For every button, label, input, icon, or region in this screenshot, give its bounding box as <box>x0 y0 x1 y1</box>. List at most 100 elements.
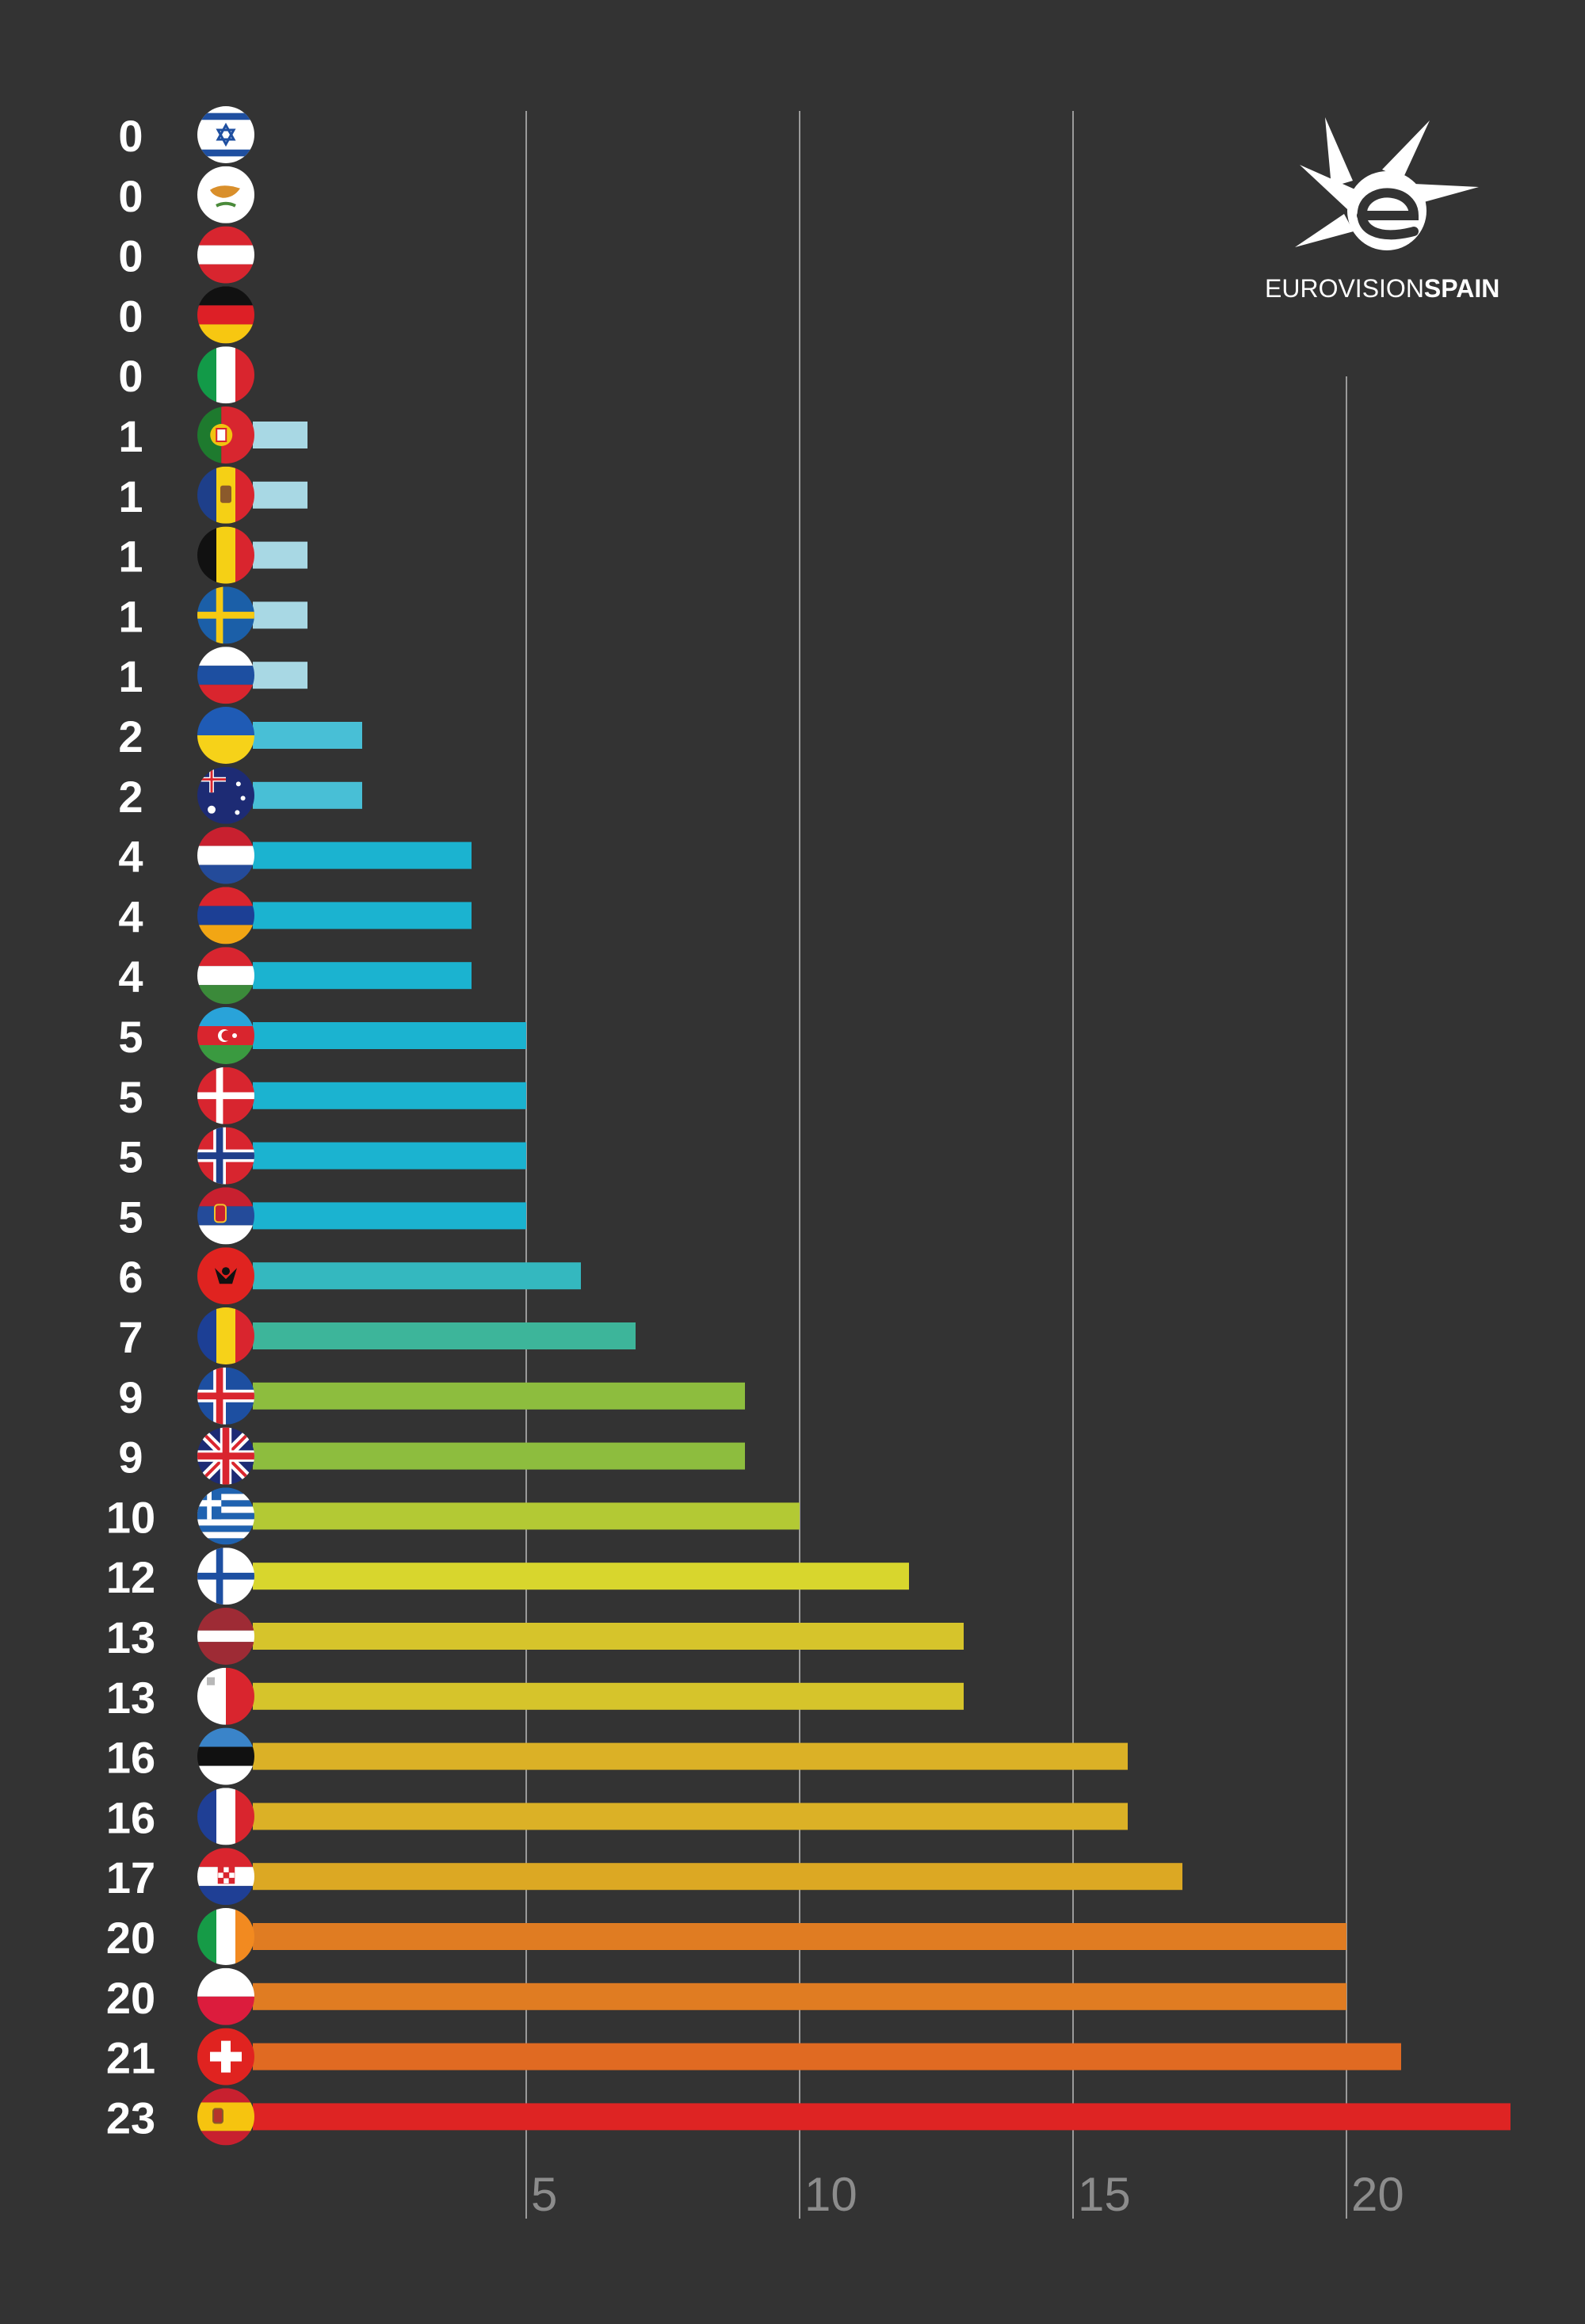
value-label-iceland: 9 <box>118 1372 143 1422</box>
austria-flag <box>197 226 254 284</box>
bar-netherlands <box>253 841 472 869</box>
iceland-flag <box>197 1367 254 1425</box>
italy-flag <box>197 346 254 404</box>
value-label-australia: 2 <box>118 772 143 822</box>
value-label-ireland: 20 <box>106 1913 155 1963</box>
value-label-greece: 10 <box>106 1492 155 1542</box>
germany-flag <box>197 286 254 344</box>
value-label-portugal: 1 <box>118 411 143 461</box>
value-label-norway: 5 <box>118 1132 143 1182</box>
finland-flag <box>197 1547 254 1605</box>
value-label-uk: 9 <box>118 1433 143 1483</box>
bar-serbia <box>253 1202 526 1230</box>
bar-malta <box>253 1682 964 1710</box>
bar-spain <box>253 2103 1511 2131</box>
value-label-denmark: 5 <box>118 1072 143 1122</box>
france-flag <box>197 1788 254 1845</box>
belgium-flag <box>197 526 254 584</box>
poland-flag <box>197 1967 254 2025</box>
serbia-flag <box>197 1187 254 1245</box>
value-label-poland: 20 <box>106 1973 155 2023</box>
bar-portugal <box>253 422 307 448</box>
value-label-ukraine: 2 <box>118 712 143 761</box>
ireland-flag <box>197 1908 254 1965</box>
value-labels: 0000011111224445555679910121313161617202… <box>106 111 155 2143</box>
bar-ukraine <box>253 722 362 749</box>
value-label-netherlands: 4 <box>118 832 143 882</box>
romania-flag <box>197 1307 254 1364</box>
cyprus-flag <box>197 166 254 223</box>
gridlines <box>525 111 1347 2219</box>
bar-france <box>253 1803 1128 1830</box>
value-label-finland: 12 <box>106 1552 155 1602</box>
value-label-azerbaijan: 5 <box>118 1012 143 1062</box>
bar-finland <box>253 1563 909 1590</box>
logo-text-part1: EUROVISION <box>1265 274 1424 303</box>
value-label-estonia: 16 <box>106 1733 155 1783</box>
greece-flag <box>197 1487 254 1545</box>
netherlands-flag <box>197 826 254 884</box>
ukraine-flag <box>197 707 254 764</box>
bar-croatia <box>253 1863 1182 1891</box>
value-label-hungary: 4 <box>118 952 143 1002</box>
value-label-armenia: 4 <box>118 891 143 941</box>
latvia-flag <box>197 1608 254 1665</box>
bar-azerbaijan <box>253 1022 526 1049</box>
bar-estonia <box>253 1742 1128 1770</box>
bar-albania <box>253 1262 581 1290</box>
x-tick-label-20: 20 <box>1351 2168 1404 2221</box>
flags <box>197 106 254 2146</box>
value-label-latvia: 13 <box>106 1612 155 1662</box>
estonia-flag <box>197 1727 254 1785</box>
bar-russia <box>253 662 307 689</box>
bar-norway <box>253 1142 526 1170</box>
bar-romania <box>253 1322 636 1349</box>
value-label-spain: 23 <box>106 2093 155 2143</box>
sun-rays-icon <box>1295 117 1479 247</box>
azerbaijan-flag <box>197 1007 254 1064</box>
x-tick-label-10: 10 <box>804 2168 857 2221</box>
bar-armenia <box>253 902 472 929</box>
value-label-sweden: 1 <box>118 591 143 641</box>
moldova-flag <box>197 466 254 524</box>
armenia-flag <box>197 887 254 944</box>
spain-flag <box>197 2088 254 2146</box>
israel-flag <box>197 106 254 163</box>
value-label-germany: 0 <box>118 291 143 341</box>
uk-flag <box>197 1427 254 1485</box>
bar-hungary <box>253 962 472 990</box>
value-label-switzerland: 21 <box>106 2033 155 2083</box>
bar-moldova <box>253 481 307 509</box>
bar-belgium <box>253 541 307 569</box>
svg-text:EUROVISIONSPAIN: EUROVISIONSPAIN <box>1265 274 1499 303</box>
value-label-russia: 1 <box>118 651 143 701</box>
sweden-flag <box>197 586 254 644</box>
norway-flag <box>197 1127 254 1185</box>
russia-flag <box>197 647 254 704</box>
value-label-croatia: 17 <box>106 1853 155 1902</box>
x-tick-label-5: 5 <box>531 2168 557 2221</box>
bar-sweden <box>253 601 307 629</box>
value-label-albania: 6 <box>118 1252 143 1302</box>
bar-australia <box>253 781 362 809</box>
switzerland-flag <box>197 2028 254 2085</box>
malta-flag <box>197 1667 254 1725</box>
bar-greece <box>253 1502 800 1530</box>
australia-flag <box>197 766 254 824</box>
bar-denmark <box>253 1082 526 1109</box>
bar-switzerland <box>253 2043 1401 2070</box>
eurovision-spain-logo: EUROVISIONSPAIN <box>1265 117 1499 303</box>
albania-flag <box>197 1247 254 1305</box>
value-label-romania: 7 <box>118 1312 143 1362</box>
value-label-france: 16 <box>106 1792 155 1842</box>
value-label-italy: 0 <box>118 351 143 401</box>
value-label-cyprus: 0 <box>118 171 143 221</box>
bars <box>253 422 1511 2131</box>
bar-latvia <box>253 1623 964 1650</box>
bar-uk <box>253 1442 745 1470</box>
croatia-flag <box>197 1848 254 1906</box>
portugal-flag <box>197 406 254 464</box>
logo-text-part2: SPAIN <box>1424 274 1499 303</box>
value-label-belgium: 1 <box>118 532 143 582</box>
